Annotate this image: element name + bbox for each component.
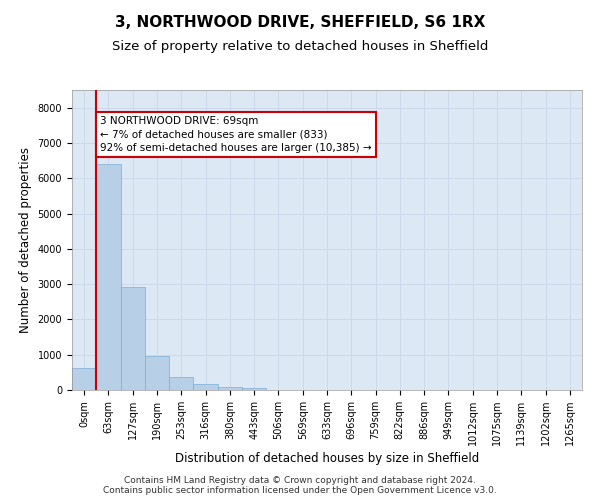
Text: 3, NORTHWOOD DRIVE, SHEFFIELD, S6 1RX: 3, NORTHWOOD DRIVE, SHEFFIELD, S6 1RX [115,15,485,30]
X-axis label: Distribution of detached houses by size in Sheffield: Distribution of detached houses by size … [175,452,479,465]
Bar [145,356,169,390]
Text: Contains HM Land Registry data © Crown copyright and database right 2024.
Contai: Contains HM Land Registry data © Crown c… [103,476,497,495]
Bar [96,164,121,390]
Bar [242,388,266,390]
Bar [193,384,218,390]
Bar [169,377,193,390]
Y-axis label: Number of detached properties: Number of detached properties [19,147,32,333]
Bar [72,368,96,390]
Text: Size of property relative to detached houses in Sheffield: Size of property relative to detached ho… [112,40,488,53]
Text: 3 NORTHWOOD DRIVE: 69sqm
← 7% of detached houses are smaller (833)
92% of semi-d: 3 NORTHWOOD DRIVE: 69sqm ← 7% of detache… [100,116,371,153]
Bar [121,287,145,390]
Bar [218,387,242,390]
